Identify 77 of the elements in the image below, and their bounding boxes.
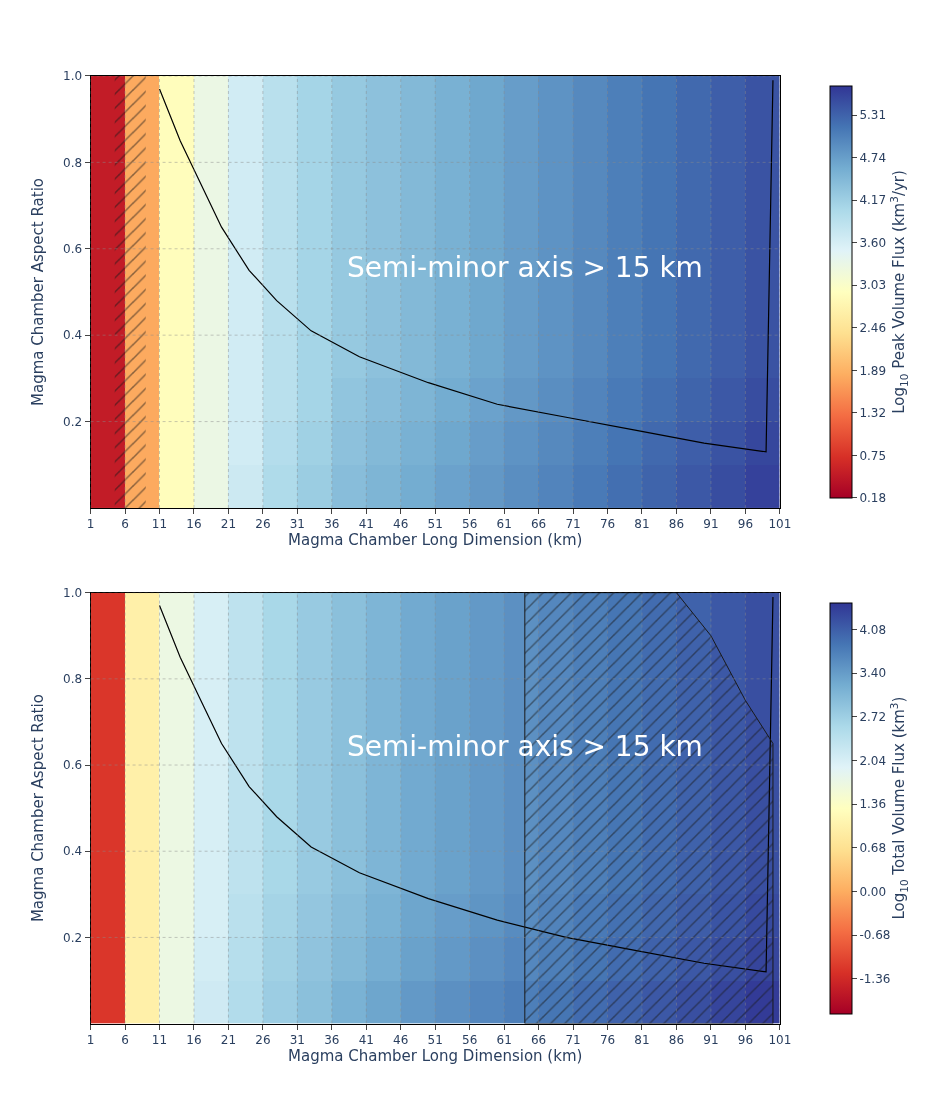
color-bar-label: 0.18 (859, 491, 887, 506)
color-bar-label: 3.03 (859, 278, 887, 293)
x-tick-label: 61 (496, 1033, 512, 1048)
line-series (158, 79, 774, 453)
x-tick-label: 91 (703, 517, 719, 532)
color-bar-label: -1.36 (859, 972, 891, 987)
x-tick-label: 11 (151, 517, 168, 532)
x-tick-label: 66 (530, 517, 547, 532)
color-bar-label: 4.08 (859, 622, 887, 637)
x-tick-label: 91 (703, 1033, 719, 1048)
y-axis-title: Magma Chamber Aspect Ratio (29, 694, 48, 923)
y-tick-label: 0.4 (63, 328, 83, 343)
x-tick-label: 101 (768, 1033, 792, 1048)
color-bar-label: 0.68 (859, 841, 887, 856)
y-tick-label: 0.8 (63, 155, 83, 170)
x-tick-label: 51 (427, 517, 443, 532)
x-tick-label: 96 (737, 1033, 754, 1048)
x-tick-label: 51 (427, 1033, 443, 1048)
x-tick-label: 6 (121, 517, 129, 532)
color-bar-label: 4.74 (859, 150, 887, 165)
x-tick-label: 26 (255, 517, 271, 532)
x-tick-label: 101 (768, 517, 792, 532)
x-tick-label: 86 (668, 1033, 685, 1048)
color-bar-label: 3.40 (859, 666, 887, 681)
x-tick-label: 1 (86, 1033, 95, 1048)
x-tick-label: 1 (86, 517, 95, 532)
annotation: Semi-minor axis > 15 km (347, 251, 703, 284)
color-bar-label: 3.60 (859, 235, 887, 250)
color-bar-label: 0.00 (859, 884, 887, 899)
color-bar-label: 0.75 (859, 448, 887, 463)
x-tick-label: 76 (599, 1033, 616, 1048)
x-tick-label: 81 (634, 517, 650, 532)
x-tick-label: 21 (220, 1033, 237, 1048)
y-tick-label: 0.2 (63, 414, 83, 429)
x-tick-label: 61 (496, 517, 512, 532)
x-tick-label: 41 (358, 1033, 374, 1048)
color-bar-label: 5.31 (859, 108, 887, 123)
x-tick-label: 31 (289, 1033, 306, 1048)
color-bar-label: 1.32 (859, 406, 887, 421)
y-tick-label: 1.0 (63, 69, 83, 84)
color-bar-label: -0.68 (859, 928, 891, 943)
x-axis-title: Magma Chamber Long Dimension (km) (288, 531, 583, 550)
x-tick-label: 66 (530, 1033, 547, 1048)
x-axis-title: Magma Chamber Long Dimension (km) (288, 1047, 583, 1066)
y-tick-label: 1.0 (63, 585, 83, 600)
y-tick-label: 0.8 (63, 672, 83, 687)
x-tick-label: 76 (599, 517, 616, 532)
x-tick-label: 36 (324, 517, 340, 532)
x-tick-label: 31 (289, 517, 306, 532)
color-bar-label: 1.89 (859, 363, 887, 378)
x-tick-label: 56 (462, 1033, 478, 1048)
x-tick-label: 96 (737, 517, 754, 532)
color-bar-label: 2.46 (859, 321, 887, 336)
y-axis-title: Magma Chamber Aspect Ratio (29, 178, 48, 406)
color-bar-label: 2.72 (859, 710, 887, 725)
x-tick-label: 71 (565, 1033, 581, 1048)
y-tick-label: 0.6 (63, 241, 83, 256)
color-bar-label: 4.17 (859, 193, 887, 208)
x-tick-label: 46 (393, 517, 409, 532)
x-tick-label: 21 (220, 517, 237, 532)
x-tick-label: 6 (121, 1033, 129, 1048)
x-tick-label: 81 (634, 1033, 650, 1048)
x-tick-label: 16 (186, 1033, 202, 1048)
x-tick-label: 26 (255, 1033, 271, 1048)
x-tick-label: 46 (393, 1033, 409, 1048)
y-tick-label: 0.6 (63, 758, 83, 773)
x-tick-label: 71 (565, 517, 581, 532)
x-tick-label: 56 (462, 517, 478, 532)
color-bar-label: 2.04 (859, 753, 887, 768)
x-tick-label: 11 (151, 1033, 168, 1048)
y-tick-label: 0.2 (63, 930, 83, 945)
y-tick-label: 0.4 (63, 844, 83, 859)
color-bar-label: 1.36 (859, 797, 887, 812)
x-tick-label: 36 (324, 1033, 340, 1048)
x-tick-label: 86 (668, 517, 685, 532)
x-tick-label: 16 (186, 517, 202, 532)
x-tick-label: 41 (358, 517, 374, 532)
